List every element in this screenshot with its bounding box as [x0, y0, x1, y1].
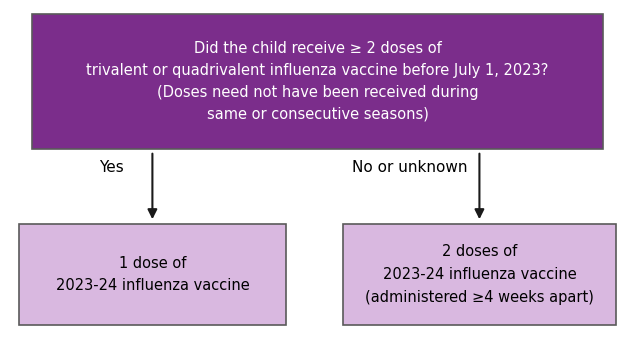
Text: 2 doses of
2023-24 influenza vaccine
(administered ≥4 weeks apart): 2 doses of 2023-24 influenza vaccine (ad… — [365, 244, 594, 305]
Text: No or unknown: No or unknown — [352, 160, 467, 175]
FancyBboxPatch shape — [32, 14, 603, 149]
FancyBboxPatch shape — [19, 224, 286, 325]
FancyBboxPatch shape — [343, 224, 616, 325]
Text: 1 dose of
2023-24 influenza vaccine: 1 dose of 2023-24 influenza vaccine — [55, 256, 250, 294]
Text: Did the child receive ≥ 2 doses of
trivalent or quadrivalent influenza vaccine b: Did the child receive ≥ 2 doses of triva… — [86, 41, 549, 121]
Text: Yes: Yes — [99, 160, 123, 175]
